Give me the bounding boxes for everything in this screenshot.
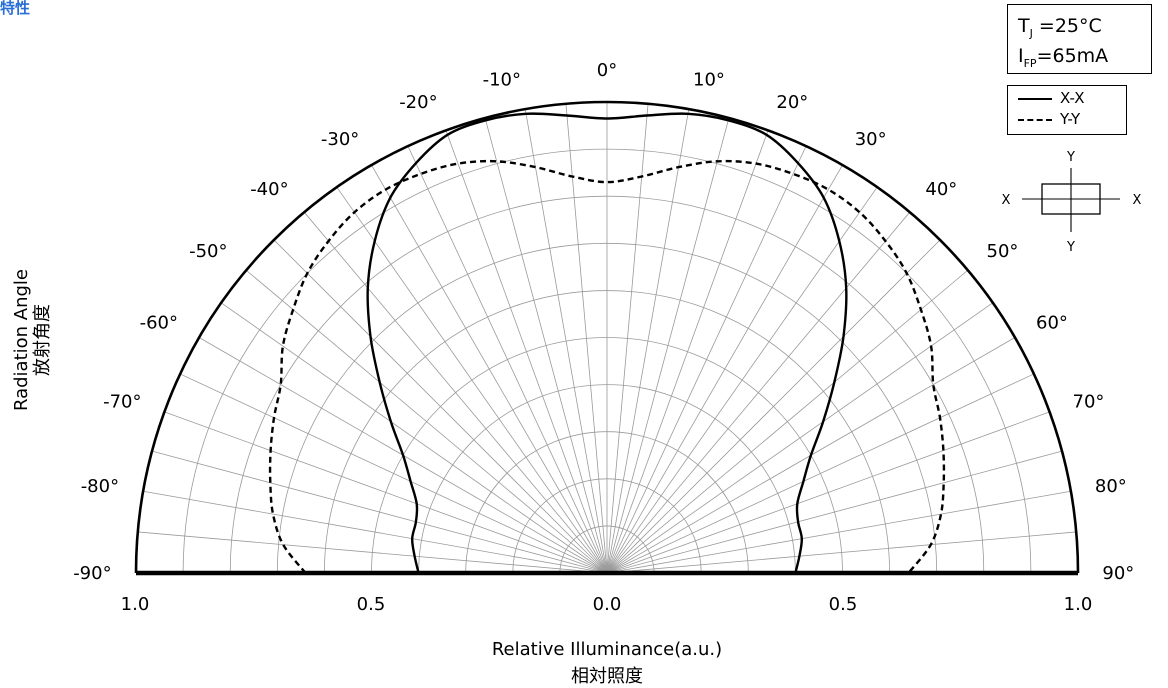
outer-arc bbox=[134, 100, 1080, 574]
series-group bbox=[268, 112, 946, 574]
grid-spoke bbox=[137, 531, 608, 574]
orientation-top-label: Y bbox=[1066, 150, 1075, 165]
grid-spoke bbox=[371, 164, 608, 574]
angle-label: -40° bbox=[250, 179, 288, 200]
grid-spoke bbox=[151, 450, 608, 574]
angle-label: -10° bbox=[483, 70, 521, 91]
angle-label: 40° bbox=[925, 179, 957, 200]
page-title: 特性 bbox=[0, 0, 31, 17]
x-tick-label: 1.0 bbox=[1064, 594, 1093, 615]
polar-grid bbox=[137, 102, 1077, 574]
orientation-left-label: X bbox=[1002, 193, 1011, 208]
grid-spoke bbox=[143, 490, 608, 574]
grid-spoke bbox=[606, 109, 690, 574]
grid-spoke bbox=[606, 239, 941, 574]
x-tick-label: 1.0 bbox=[121, 594, 150, 615]
grid-spoke bbox=[606, 164, 843, 574]
orientation-right-label: X bbox=[1133, 193, 1142, 208]
y-axis-label: Radiation Angle bbox=[11, 269, 32, 411]
grid-spoke bbox=[606, 531, 1077, 574]
grid-spoke bbox=[273, 239, 608, 574]
grid-spoke bbox=[179, 373, 608, 574]
orientation-bottom-label: Y bbox=[1066, 240, 1075, 255]
angle-label: -50° bbox=[189, 241, 227, 262]
grid-spoke bbox=[606, 117, 730, 574]
grid-spoke bbox=[606, 450, 1063, 574]
angle-label: -30° bbox=[321, 129, 359, 150]
angle-label: -60° bbox=[140, 313, 178, 334]
legend-label: Y-Y bbox=[1060, 110, 1081, 128]
angle-label: 10° bbox=[693, 70, 725, 91]
angle-label: 70° bbox=[1073, 392, 1105, 413]
grid-spoke bbox=[606, 130, 769, 574]
grid-spoke bbox=[220, 302, 608, 574]
grid-spoke bbox=[606, 145, 807, 574]
chart-frame bbox=[134, 100, 1080, 576]
angle-label: 80° bbox=[1095, 476, 1127, 497]
grid-spoke bbox=[164, 411, 608, 574]
angle-label: -90° bbox=[73, 563, 111, 584]
angle-label: -70° bbox=[103, 392, 141, 413]
grid-spoke bbox=[606, 411, 1050, 574]
angle-label: -80° bbox=[81, 476, 119, 497]
series-line-x-x bbox=[366, 112, 848, 574]
y-axis-label-jp: 放射角度 bbox=[32, 304, 53, 376]
grid-spoke bbox=[484, 117, 608, 574]
angle-label: 20° bbox=[776, 92, 808, 113]
legend-solid-swatch bbox=[1018, 98, 1052, 100]
angle-label: 60° bbox=[1036, 313, 1068, 334]
angle-label: 0° bbox=[597, 60, 617, 81]
grid-spoke bbox=[245, 269, 608, 574]
angle-label: 90° bbox=[1102, 563, 1134, 584]
grid-spoke bbox=[445, 130, 608, 574]
angle-label: 30° bbox=[855, 129, 887, 150]
tj-condition: TJ =25°C bbox=[1018, 15, 1102, 40]
grid-spoke bbox=[303, 211, 608, 574]
grid-spoke bbox=[606, 302, 994, 574]
angle-label: -20° bbox=[399, 92, 437, 113]
ifp-condition: IFP=65mA bbox=[1018, 45, 1109, 70]
grid-spoke bbox=[606, 103, 649, 574]
x-tick-label: 0.0 bbox=[593, 594, 622, 615]
angle-labels: -90° -80° -70° -60° -50° -40° -30° -20° -10° 0° 10… bbox=[73, 60, 1134, 584]
grid-spoke bbox=[606, 490, 1071, 574]
grid-spoke bbox=[336, 186, 608, 574]
x-axis-label-jp: 相対照度 bbox=[571, 666, 643, 687]
orientation-diagram: Y Y X X bbox=[1002, 150, 1142, 255]
grid-spoke bbox=[606, 269, 969, 574]
grid-spoke bbox=[606, 373, 1035, 574]
grid-spoke bbox=[407, 145, 608, 574]
x-tick-label: 0.5 bbox=[357, 594, 386, 615]
grid-spoke bbox=[606, 211, 911, 574]
grid-spoke bbox=[524, 109, 608, 574]
legend-label: X-X bbox=[1060, 89, 1085, 107]
angle-label: 50° bbox=[987, 241, 1019, 262]
conditions-box: TJ =25°C IFP=65mA bbox=[1007, 4, 1152, 74]
grid-spoke bbox=[565, 103, 608, 574]
grid-spoke bbox=[606, 186, 878, 574]
legend-dashed-swatch bbox=[1018, 119, 1052, 121]
x-tick-label: 0.5 bbox=[829, 594, 858, 615]
x-axis-label: Relative Illuminance(a.u.) bbox=[492, 639, 722, 660]
legend: X-X Y-Y bbox=[1007, 85, 1127, 135]
